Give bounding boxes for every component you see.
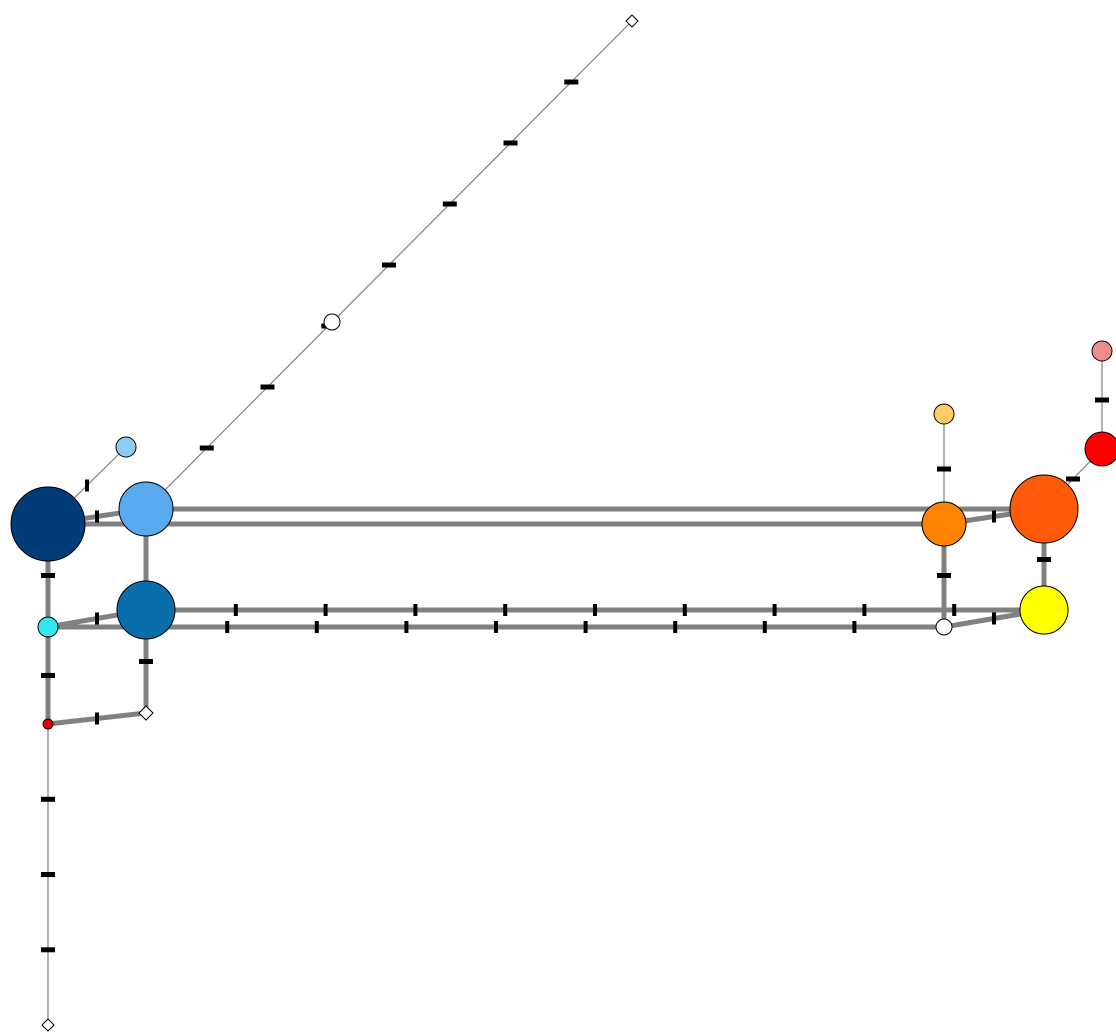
edge-6-tick	[233, 604, 238, 616]
edge-6-tick	[772, 604, 777, 616]
edge-6-tick	[413, 604, 418, 616]
edge-18-tick	[937, 466, 951, 472]
edge-6-tick	[503, 604, 508, 616]
edge-19-tick	[1066, 476, 1080, 482]
edge-17-tick	[41, 947, 55, 953]
edge-14-tick	[139, 659, 153, 664]
edge-7-tick	[673, 621, 678, 633]
edge-16-tick	[260, 384, 275, 390]
red-medium-node	[1084, 431, 1116, 467]
edge-7-tick	[314, 621, 319, 633]
edge-11-tick	[41, 573, 55, 578]
edge-0-tick	[95, 510, 99, 523]
edge-16-tick	[442, 201, 457, 207]
steelblue-large-node	[116, 580, 176, 640]
orange-medium-node	[921, 501, 967, 547]
edge-6-tick	[323, 604, 328, 616]
edge-15-tick	[85, 479, 89, 492]
edge-12-tick	[41, 673, 55, 678]
white-mid-node	[323, 313, 341, 331]
edge-16-tick	[503, 140, 518, 146]
edge-6-tick	[682, 604, 687, 616]
edge-6-tick	[952, 604, 957, 616]
edge-16-tick	[564, 79, 579, 85]
edge-17-tick	[41, 796, 55, 802]
edge-16-tick	[382, 262, 396, 268]
white-bottom-node	[41, 1018, 55, 1032]
edge-6-tick	[862, 604, 867, 616]
pink-small-node	[1091, 340, 1113, 362]
edge-6-tick	[593, 604, 597, 616]
edge-16-tick	[199, 445, 214, 451]
edge-7-tick	[583, 621, 588, 633]
navy-large-node	[10, 486, 86, 562]
edge-7-tick	[852, 621, 857, 633]
nodes-layer	[10, 14, 1116, 1032]
white-junction-left-node	[138, 705, 154, 721]
edge-7-tick	[404, 621, 409, 633]
edge-8-tick	[992, 612, 996, 625]
white-junction-right-node	[935, 618, 953, 636]
edge-10-tick	[1037, 557, 1051, 562]
edge-20-tick	[1095, 397, 1109, 403]
edge-9-tick	[937, 573, 951, 578]
white-top-node	[625, 14, 639, 28]
lightblue-large-node	[118, 481, 174, 537]
edge-17-tick	[41, 872, 55, 877]
cyan-small-node	[37, 616, 59, 638]
red-tiny-node	[42, 718, 54, 730]
ticks-layer	[41, 79, 1109, 953]
edge-7-tick	[762, 621, 767, 633]
peach-small-node	[933, 403, 955, 425]
edge-3-tick	[992, 510, 996, 523]
edge-13-tick	[95, 712, 99, 725]
yellow-large-node	[1019, 585, 1069, 635]
darkorange-large-node	[1009, 474, 1079, 544]
edge-7-tick	[494, 621, 498, 633]
edge-7-tick	[225, 621, 230, 633]
edge-5-tick	[95, 612, 99, 625]
skyblue-small-node	[115, 436, 137, 458]
